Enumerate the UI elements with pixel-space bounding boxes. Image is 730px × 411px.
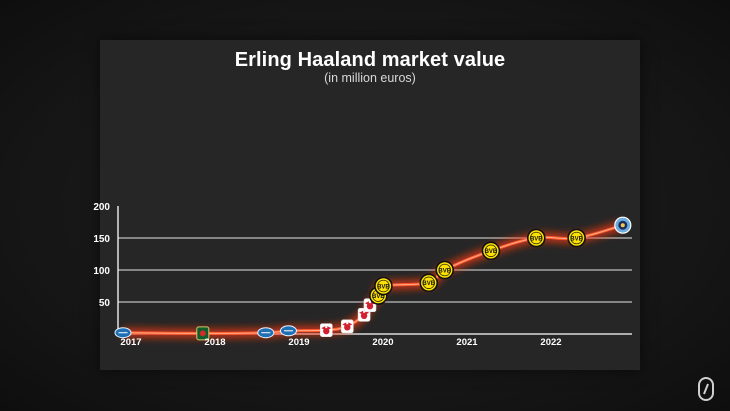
svg-text:BVB: BVB xyxy=(485,249,498,255)
data-point-molde-badge-icon xyxy=(114,327,132,339)
svg-text:BVB: BVB xyxy=(570,236,583,242)
svg-text:BVB: BVB xyxy=(372,294,385,300)
data-point-man-city-badge-icon xyxy=(614,216,632,234)
svg-text:BVB: BVB xyxy=(530,236,543,242)
data-point-dortmund-badge-icon: BVB xyxy=(526,228,546,248)
data-point-dortmund-badge-icon: BVB xyxy=(435,260,455,280)
x-tick-label: 2020 xyxy=(372,337,393,348)
y-tick-label: 150 xyxy=(93,234,110,245)
x-tick-label: 2018 xyxy=(204,337,225,348)
chart-title: Erling Haaland market value xyxy=(234,49,506,71)
data-point-salzburg-badge-icon xyxy=(340,319,354,334)
x-tick-label: 2021 xyxy=(456,337,478,348)
data-point-molde-badge-icon xyxy=(279,325,297,337)
brand-logo-icon xyxy=(698,377,714,401)
y-tick-label: 100 xyxy=(93,266,110,277)
data-point-dortmund-badge-icon: BVB xyxy=(374,276,393,296)
x-tick-label: 2022 xyxy=(540,337,561,348)
svg-text:BVB: BVB xyxy=(438,268,451,274)
data-point-molde-badge-icon xyxy=(257,327,275,339)
x-tick-label: 2019 xyxy=(288,337,309,348)
x-tick-label: 2017 xyxy=(120,337,141,348)
y-tick-label: 200 xyxy=(93,202,110,213)
y-tick-label: 50 xyxy=(99,298,111,309)
data-point-dortmund-badge-icon: BVB xyxy=(481,241,501,261)
data-point-dortmund-badge-icon: BVB xyxy=(567,228,586,248)
series-line-glow xyxy=(122,220,625,338)
chart-subtitle: (in million euros) xyxy=(324,71,416,85)
data-point-bryne-badge-icon xyxy=(196,326,210,341)
svg-text:BVB: BVB xyxy=(377,284,390,290)
svg-text:BVB: BVB xyxy=(422,281,435,287)
data-point-dortmund-badge-icon: BVB xyxy=(419,273,439,293)
data-point-salzburg-badge-icon xyxy=(319,323,333,337)
